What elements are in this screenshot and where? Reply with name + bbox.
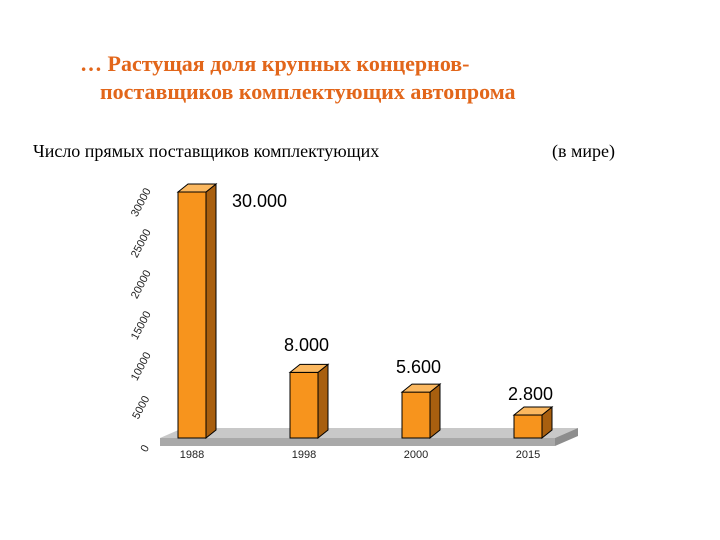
slide-title: … Растущая доля крупных концернов- поста… — [80, 50, 680, 106]
bar-2015 — [513, 414, 543, 439]
y-tick-label: 25000 — [129, 227, 154, 260]
y-tick-label: 10000 — [129, 350, 154, 383]
bar-1998 — [289, 371, 319, 439]
data-label: 30.000 — [232, 191, 287, 211]
bar-side-2000 — [429, 383, 441, 440]
bar-top-1998 — [288, 363, 330, 373]
bar-top-2015 — [512, 406, 554, 416]
bar-top-1988 — [176, 183, 218, 193]
data-label: 2.800 — [508, 384, 553, 404]
chart-region-note: (в мире) — [552, 141, 615, 161]
data-label: 8.000 — [284, 335, 329, 355]
bar-1988 — [177, 191, 207, 439]
title-line-1: … Растущая доля крупных концернов- — [80, 51, 470, 76]
y-tick-label: 15000 — [129, 309, 154, 342]
x-tick-label: 1998 — [292, 449, 316, 461]
chart-subtitle: Число прямых поставщиков комплектующих — [33, 141, 380, 161]
bar-2000 — [401, 391, 431, 439]
x-tick-label: 2000 — [404, 449, 428, 461]
chart-floor-front — [160, 438, 555, 446]
y-tick-label: 30000 — [129, 186, 154, 219]
y-tick-label: 20000 — [129, 268, 154, 301]
chart-floor — [160, 428, 578, 438]
y-tick-label: 5000 — [130, 394, 152, 421]
title-line-2: поставщиков комплектующих автопрома — [100, 79, 516, 104]
data-label: 5.600 — [396, 357, 441, 377]
y-tick-label: 0 — [139, 443, 152, 454]
x-tick-label: 1988 — [180, 449, 204, 461]
bar-top-2000 — [400, 383, 442, 393]
x-tick-label: 2015 — [516, 449, 540, 461]
bar-side-1988 — [205, 182, 217, 440]
bar-side-1998 — [317, 363, 329, 440]
chart-floor-side — [555, 428, 578, 446]
